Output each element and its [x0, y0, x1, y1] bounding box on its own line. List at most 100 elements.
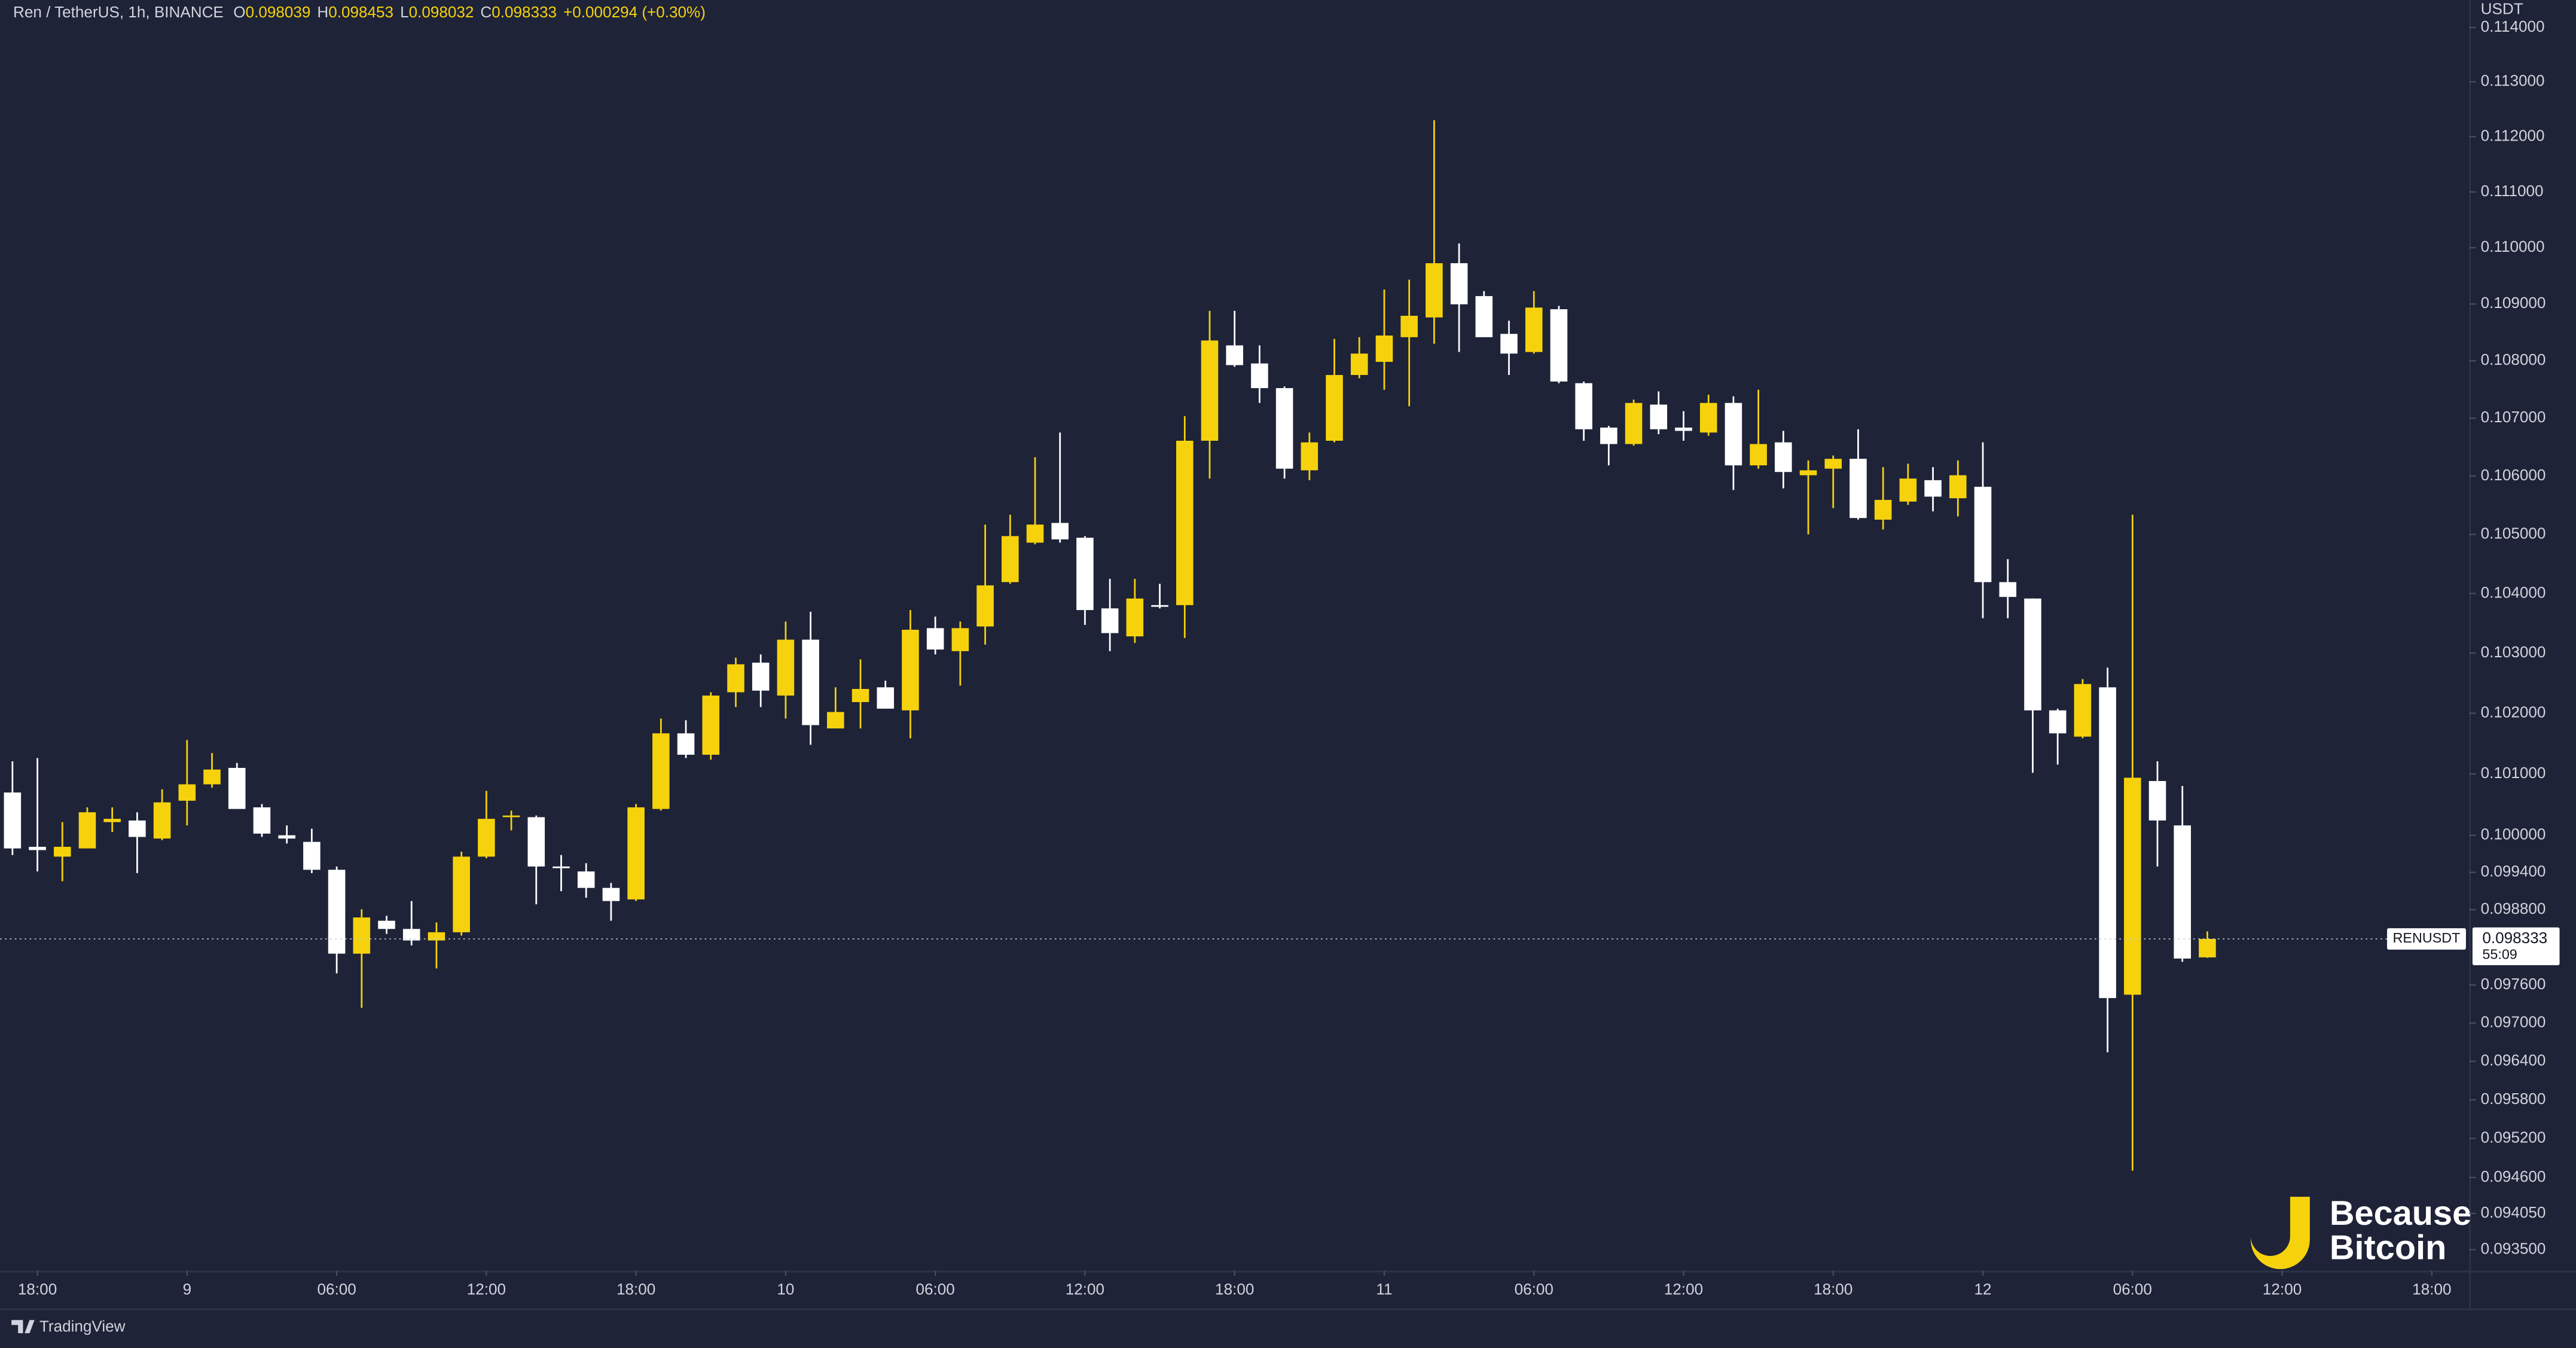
y-tick-label: 0.094050: [2481, 1203, 2546, 1221]
candle-body: [1176, 440, 1194, 605]
y-tick-label: 0.113000: [2481, 72, 2545, 90]
candle-body: [2124, 777, 2141, 995]
candle-body: [2199, 938, 2216, 957]
candle-body: [502, 815, 520, 818]
x-tick-label: 18:00: [2412, 1280, 2451, 1298]
y-tick-label: 0.097000: [2481, 1013, 2546, 1031]
candle-body: [652, 733, 670, 809]
candle-body: [1849, 459, 1867, 519]
ohlc-label: H: [317, 3, 328, 21]
candle-body: [1699, 402, 1717, 433]
candle-body: [129, 820, 146, 837]
candle-body: [1350, 353, 1368, 376]
candle-body: [827, 712, 844, 729]
y-tick-label: 0.094600: [2481, 1167, 2546, 1185]
change: +0.000294 (+0.30%): [563, 3, 706, 21]
x-tick-label: 06:00: [1515, 1280, 1553, 1298]
candle-body: [53, 846, 71, 857]
candle-body: [1575, 383, 1592, 429]
candle-body: [428, 932, 445, 941]
ohlc-value: 0.098333: [492, 3, 557, 21]
candle-body: [478, 819, 495, 857]
symbol-tag: RENUSDT: [2393, 930, 2461, 946]
candle-body: [553, 866, 570, 868]
candle-body: [1500, 334, 1518, 354]
y-tick-label: 0.106000: [2481, 466, 2546, 484]
x-tick-label: 9: [183, 1280, 192, 1298]
candle-body: [1799, 470, 1817, 475]
candle-body: [203, 769, 221, 785]
y-tick-label: 0.096400: [2481, 1051, 2546, 1069]
y-tick-label: 0.105000: [2481, 524, 2546, 542]
candle-body: [976, 585, 994, 627]
candle-body: [1824, 459, 1842, 469]
ohlc-label: L: [400, 3, 409, 21]
candle-body: [153, 802, 171, 839]
y-tick-label: 0.112000: [2481, 126, 2545, 144]
ohlc-label: C: [480, 3, 492, 21]
candle-body: [1275, 388, 1293, 469]
candle-body: [877, 687, 895, 709]
x-tick-label: 12:00: [2263, 1280, 2302, 1298]
candle-body: [278, 835, 295, 839]
candle-body: [677, 733, 695, 755]
candle-body: [453, 856, 470, 932]
candle-body: [2074, 684, 2092, 737]
candle-body: [1675, 427, 1692, 431]
candle-body: [1076, 538, 1094, 611]
x-tick-label: 10: [777, 1280, 794, 1298]
candle-body: [353, 917, 371, 954]
x-tick-label: 18:00: [18, 1280, 57, 1298]
x-tick-label: 12:00: [1664, 1280, 1703, 1298]
countdown: 55:09: [2482, 947, 2517, 962]
candle-body: [4, 792, 22, 849]
y-tick-label: 0.100000: [2481, 825, 2546, 843]
x-tick-label: 12: [1974, 1280, 1992, 1298]
candle-body: [228, 768, 246, 809]
candle-body: [1974, 486, 1992, 582]
candle-body: [78, 812, 96, 849]
candle-body: [328, 870, 346, 954]
candle-body: [1051, 523, 1069, 539]
x-tick-label: 06:00: [317, 1280, 356, 1298]
price-unit: USDT: [2481, 0, 2523, 17]
symbol-title: Ren / TetherUS, 1h, BINANCE: [13, 3, 224, 21]
candles: [4, 120, 2216, 1171]
candle-body: [727, 664, 744, 693]
x-tick-label: 11: [1376, 1280, 1392, 1298]
y-tick-label: 0.108000: [2481, 350, 2546, 368]
y-tick-label: 0.093500: [2481, 1239, 2546, 1257]
candle-body: [1999, 582, 2017, 597]
x-tick-label: 18:00: [1814, 1280, 1852, 1298]
y-tick-label: 0.111000: [2481, 182, 2544, 200]
candle-body: [402, 929, 420, 941]
y-tick-label: 0.109000: [2481, 294, 2546, 312]
symbol-tag-bg: [2387, 928, 2466, 950]
candle-body: [2049, 710, 2067, 734]
candle-body: [1475, 296, 1493, 337]
candle-body: [1650, 404, 1668, 429]
tradingview-brand: TradingView: [11, 1317, 126, 1335]
candle-body: [1600, 427, 1617, 444]
y-tick-label: 0.095800: [2481, 1090, 2546, 1108]
candle-body: [1949, 475, 1967, 499]
watermark-logo: Because Bitcoin: [2251, 1194, 2471, 1270]
candle-body: [1400, 316, 1418, 337]
x-tick-label: 18:00: [616, 1280, 655, 1298]
candle-body: [1326, 375, 1343, 441]
candle-body: [1002, 536, 1019, 582]
candle-body: [1151, 605, 1168, 607]
candle-body: [802, 639, 819, 725]
candle-body: [577, 871, 595, 888]
y-tick-label: 0.110000: [2481, 237, 2545, 255]
candle-body: [1426, 263, 1443, 318]
ohlc-value: 0.098032: [409, 3, 474, 21]
price-tag: 0.098333: [2482, 929, 2547, 947]
y-tick-label: 0.101000: [2481, 764, 2546, 782]
candle-body: [902, 630, 919, 710]
candle-body: [303, 841, 321, 870]
ohlc-label: O: [233, 3, 245, 21]
candle-body: [527, 817, 545, 867]
